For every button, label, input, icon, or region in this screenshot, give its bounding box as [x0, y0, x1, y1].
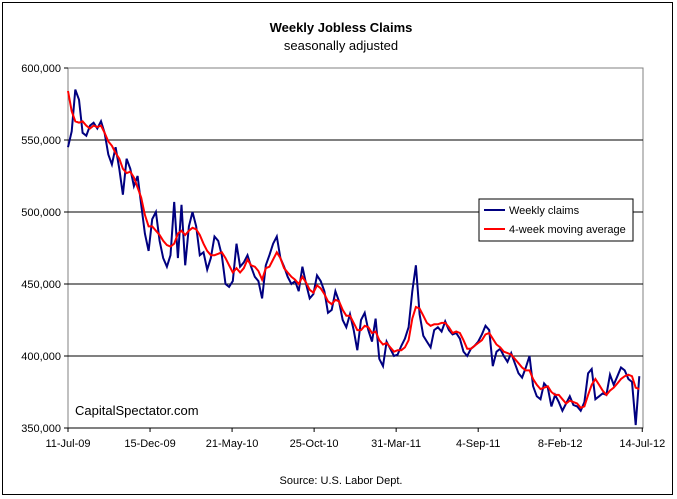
- plot-area: [67, 67, 644, 429]
- legend: Weekly claims 4-week moving average: [478, 198, 634, 242]
- y-tick-label: 350,000: [21, 423, 61, 435]
- y-tick-label: 450,000: [21, 279, 61, 291]
- x-tick-label: 31-Mar-11: [371, 438, 421, 450]
- x-tick-label: 4-Sep-11: [456, 438, 500, 450]
- y-tick-label: 400,000: [21, 351, 61, 363]
- x-tick-label: 15-Dec-09: [124, 438, 175, 450]
- source-note: Source: U.S. Labor Dept.: [280, 475, 403, 487]
- legend-label-moving-average: 4-week moving average: [509, 224, 626, 236]
- x-tick-label: 14-Jul-12: [619, 438, 665, 450]
- legend-label-weekly-claims: Weekly claims: [509, 205, 580, 217]
- watermark: CapitalSpectator.com: [75, 403, 199, 418]
- chart-subtitle: seasonally adjusted: [284, 38, 398, 53]
- y-tick-label: 600,000: [21, 63, 61, 75]
- chart-svg: 350,000 400,000 450,000 500,000 550,000 600,0…: [21, 20, 665, 487]
- x-tick-label: 25-Oct-10: [290, 438, 339, 450]
- chart-frame: 350,000 400,000 450,000 500,000 550,000 600,0…: [2, 2, 673, 495]
- y-tick-label: 550,000: [21, 135, 61, 147]
- x-tick-label: 11-Jul-09: [45, 438, 90, 450]
- x-tick-label: 8-Feb-12: [538, 438, 583, 450]
- chart-title: Weekly Jobless Claims: [270, 20, 413, 35]
- series-moving-average-line: [67, 90, 640, 409]
- y-tick-label: 500,000: [21, 207, 61, 219]
- x-tick-label: 21-May-10: [206, 438, 259, 450]
- series-weekly-claims-line: [67, 89, 641, 426]
- legend-box: [478, 198, 634, 242]
